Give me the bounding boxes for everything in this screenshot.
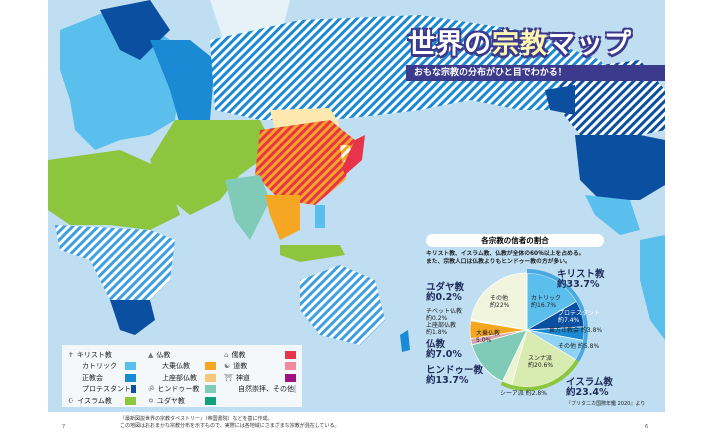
swatch-hinduism: [205, 385, 216, 394]
group-label-christianity: キリスト教 約33.7%: [557, 269, 605, 290]
pie-group-ring-1: [500, 359, 580, 391]
swatch-folk-other: [294, 385, 296, 394]
alaska: [545, 85, 575, 115]
label-christian-other: その他 約5.8%: [558, 343, 600, 350]
label-other: その他 約22%: [490, 295, 510, 309]
swatch-mahayana: [205, 362, 216, 371]
label-shia: シーア派 約2.8%: [500, 390, 547, 397]
group-label-hinduism: ヒンドゥー教 約13.7%: [426, 365, 484, 386]
group-label-islam: イスラム教 約23.4%: [566, 377, 613, 398]
swatch-orthodox: [125, 373, 136, 382]
new-zealand: [400, 330, 410, 352]
swatch-taoism: [285, 362, 296, 371]
pie-description: キリスト教、イスラム教、仏教が全体の60％以上を占める。 また、宗教人口は仏教より…: [426, 251, 585, 265]
swatch-confucianism: [285, 350, 296, 359]
page-title: 世界の宗教マップ: [408, 29, 632, 60]
yin-yang-icon: ☯: [224, 362, 231, 371]
swatch-catholic: [125, 362, 136, 371]
page-number-right: 6: [645, 424, 649, 430]
southern-africa: [110, 300, 155, 335]
central-africa: [55, 225, 175, 300]
page-subtitle: おもな宗教の分布がひと目でわかる！: [406, 65, 665, 81]
pie-group-ring-0: [527, 269, 588, 362]
label-tibetan: チベット仏教 約0.2%: [426, 308, 463, 322]
stupa-icon: ▲: [148, 350, 154, 359]
star-of-david-icon: ✡: [148, 396, 154, 405]
page-number-left: 7: [62, 424, 66, 430]
group-label-buddhism: 仏教 約7.0%: [426, 339, 462, 360]
philippines: [315, 205, 325, 228]
swatch-theravada: [205, 373, 216, 382]
south-america: [640, 235, 665, 340]
label-orthodox: 東方正教会 約3.8%: [549, 327, 603, 334]
crescent-icon: ☪: [68, 396, 75, 405]
indonesia: [280, 245, 345, 262]
australia: [300, 265, 385, 345]
north-africa: [48, 150, 180, 230]
eastern-europe: [150, 40, 215, 125]
chart-source: 『ブリタニカ国際年鑑 2020』より: [566, 401, 646, 407]
torii-icon: ⛩: [224, 373, 233, 382]
label-protestant: プロテスタント 約7.4%: [558, 310, 601, 324]
label-mahayana: 大乗仏教 5.0%: [476, 330, 501, 344]
group-label-judaism: ユダヤ教 約0.2%: [426, 282, 465, 303]
pie-slice-11: [470, 272, 528, 331]
footer-note: 『最新図説世界の宗教タペストリー』（帝国書院）などを基に作成。 この地図はおおまか…: [120, 416, 340, 429]
om-icon: ॐ: [148, 384, 155, 393]
china: [255, 120, 355, 205]
india: [225, 175, 270, 240]
cross-icon: ✝: [68, 350, 74, 359]
mexico: [585, 195, 640, 235]
pie-title: 各宗教の信者の割合: [426, 234, 604, 247]
swatch-islam: [125, 396, 136, 405]
middle-east-central-asia: [150, 120, 275, 215]
southeast-asia: [265, 195, 300, 240]
temple-icon: ⌂: [224, 350, 229, 359]
japan: [342, 135, 365, 175]
swatch-judaism: [205, 396, 216, 405]
map-regions: [48, 0, 665, 352]
map-legend: ✝ キリスト教 カトリック 正教会 プロテスタント ☪ イスラム教 ▲ 仏教 大乗仏教…: [62, 345, 302, 407]
swatch-shinto: [285, 373, 296, 382]
label-catholic: カトリック 約16.7%: [531, 295, 562, 309]
swatch-protestant: [131, 385, 136, 394]
usa: [575, 135, 665, 200]
label-sunni: スンナ派 約20.6%: [528, 355, 554, 369]
label-theravada: 上座部仏教 約1.8%: [426, 322, 457, 336]
